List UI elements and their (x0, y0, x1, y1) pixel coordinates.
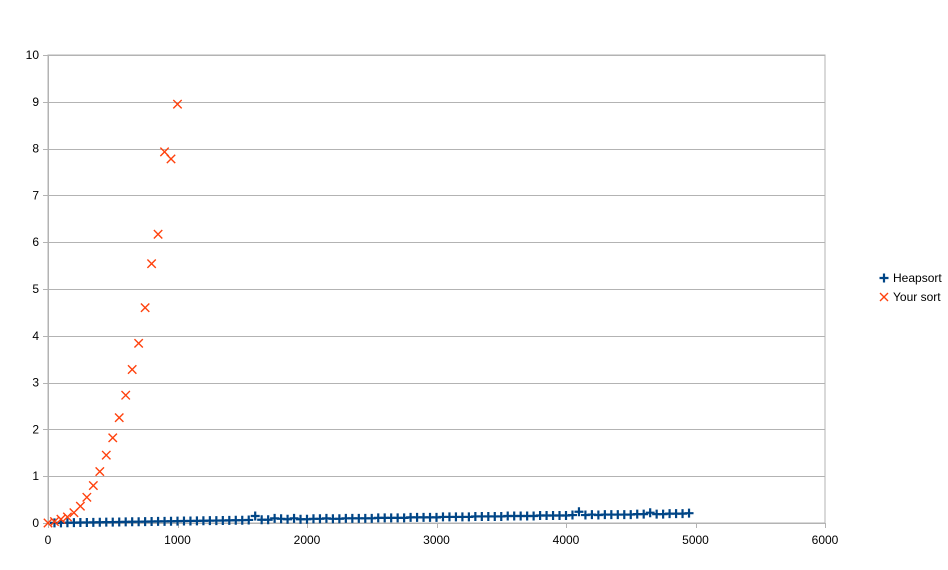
x-tick-label: 2000 (294, 533, 321, 547)
y-tick-label: 0 (32, 516, 39, 530)
your-sort-point (166, 154, 176, 164)
x-tick-label: 0 (45, 533, 52, 547)
y-tick-label: 1 (32, 469, 39, 483)
legend-item-your-sort: Your sort (878, 287, 948, 306)
x-tick-label: 5000 (682, 533, 709, 547)
plus-marker-icon (878, 272, 890, 284)
x-axis-ticks: 0 1000 2000 3000 4000 5000 6000 (45, 523, 839, 547)
your-sort-point (153, 229, 163, 239)
heapsort-point (250, 511, 260, 521)
your-sort-point (82, 492, 92, 502)
series-your-sort (43, 99, 183, 528)
your-sort-point (95, 466, 105, 477)
heapsort-point (639, 509, 649, 519)
y-tick-label: 3 (32, 376, 39, 390)
your-sort-point (75, 501, 86, 511)
x-tick-label: 6000 (812, 533, 839, 547)
y-tick-label: 7 (32, 188, 39, 202)
legend-label-your-sort: Your sort (893, 289, 941, 304)
heapsort-point (574, 507, 584, 517)
heapsort-point (684, 508, 694, 518)
y-tick-label: 10 (26, 48, 40, 62)
your-sort-point (140, 303, 150, 313)
series-heapsort (49, 507, 694, 528)
y-tick-label: 6 (32, 235, 39, 249)
y-tick-label: 5 (32, 282, 39, 296)
your-sort-point (121, 390, 131, 400)
y-tick-label: 9 (32, 95, 39, 109)
your-sort-point (133, 338, 144, 348)
x-tick-label: 3000 (423, 533, 450, 547)
cross-marker-icon (878, 291, 890, 303)
heapsort-point (244, 515, 254, 525)
heapsort-point (263, 515, 273, 525)
your-sort-point (101, 450, 111, 460)
y-axis-ticks: 0 1 2 3 4 5 6 7 8 9 10 (26, 48, 48, 530)
legend: Heapsort Your sort (878, 268, 948, 306)
legend-item-heapsort: Heapsort (878, 268, 948, 287)
x-tick-label: 1000 (164, 533, 191, 547)
y-tick-label: 4 (32, 329, 39, 343)
y-tick-label: 2 (32, 422, 39, 436)
heapsort-point (645, 508, 655, 518)
y-tick-label: 8 (32, 142, 39, 156)
x-tick-label: 4000 (553, 533, 580, 547)
your-sort-point (108, 433, 118, 443)
your-sort-point (56, 514, 66, 524)
your-sort-point (88, 480, 99, 491)
your-sort-point (49, 516, 60, 527)
your-sort-point (146, 259, 157, 269)
heapsort-point (567, 510, 577, 520)
your-sort-point (127, 364, 137, 375)
your-sort-point (114, 413, 124, 423)
your-sort-point (62, 512, 73, 522)
legend-label-heapsort: Heapsort (893, 270, 942, 285)
your-sort-point (172, 99, 183, 109)
